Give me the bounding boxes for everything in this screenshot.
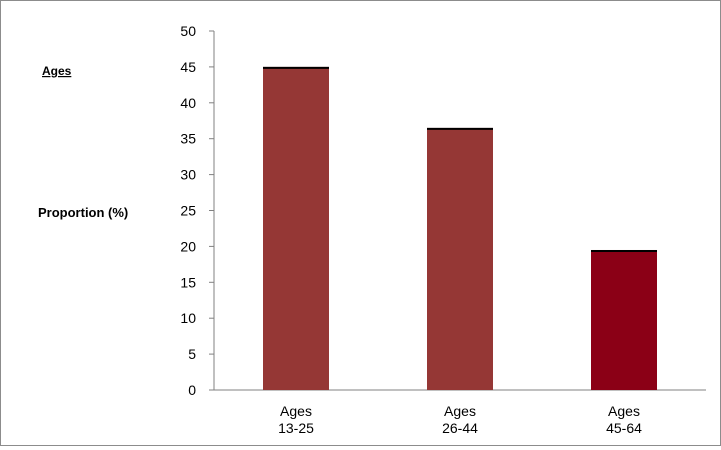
y-tick-label: 5 (188, 346, 196, 362)
bars (263, 66, 657, 391)
y-axis-label: Proportion (%) (38, 205, 128, 220)
y-tick-label: 25 (180, 203, 196, 219)
x-category-labels: Ages 13-25 Ages 26-44 Ages 45-64 (278, 403, 642, 436)
y-tick-label: 15 (180, 274, 196, 290)
x-category-label: Ages 26-44 (442, 403, 478, 436)
y-tick-label: 10 (180, 310, 196, 326)
y-tick-labels: 0 5 10 15 20 25 30 35 40 45 50 (180, 23, 196, 398)
y-tick-label: 35 (180, 131, 196, 147)
y-tick-label: 40 (180, 95, 196, 111)
bar (591, 249, 657, 390)
y-tick-label: 20 (180, 238, 196, 254)
y-tick-label: 0 (188, 382, 196, 398)
bar (263, 66, 329, 391)
x-category-label: Ages 45-64 (606, 403, 642, 436)
legend-label: Ages (42, 64, 72, 78)
bar (427, 127, 493, 391)
y-tick-label: 50 (180, 23, 196, 39)
x-category-label: Ages 13-25 (278, 403, 314, 436)
y-tick-label: 45 (180, 59, 196, 75)
y-tick-label: 30 (180, 167, 196, 183)
